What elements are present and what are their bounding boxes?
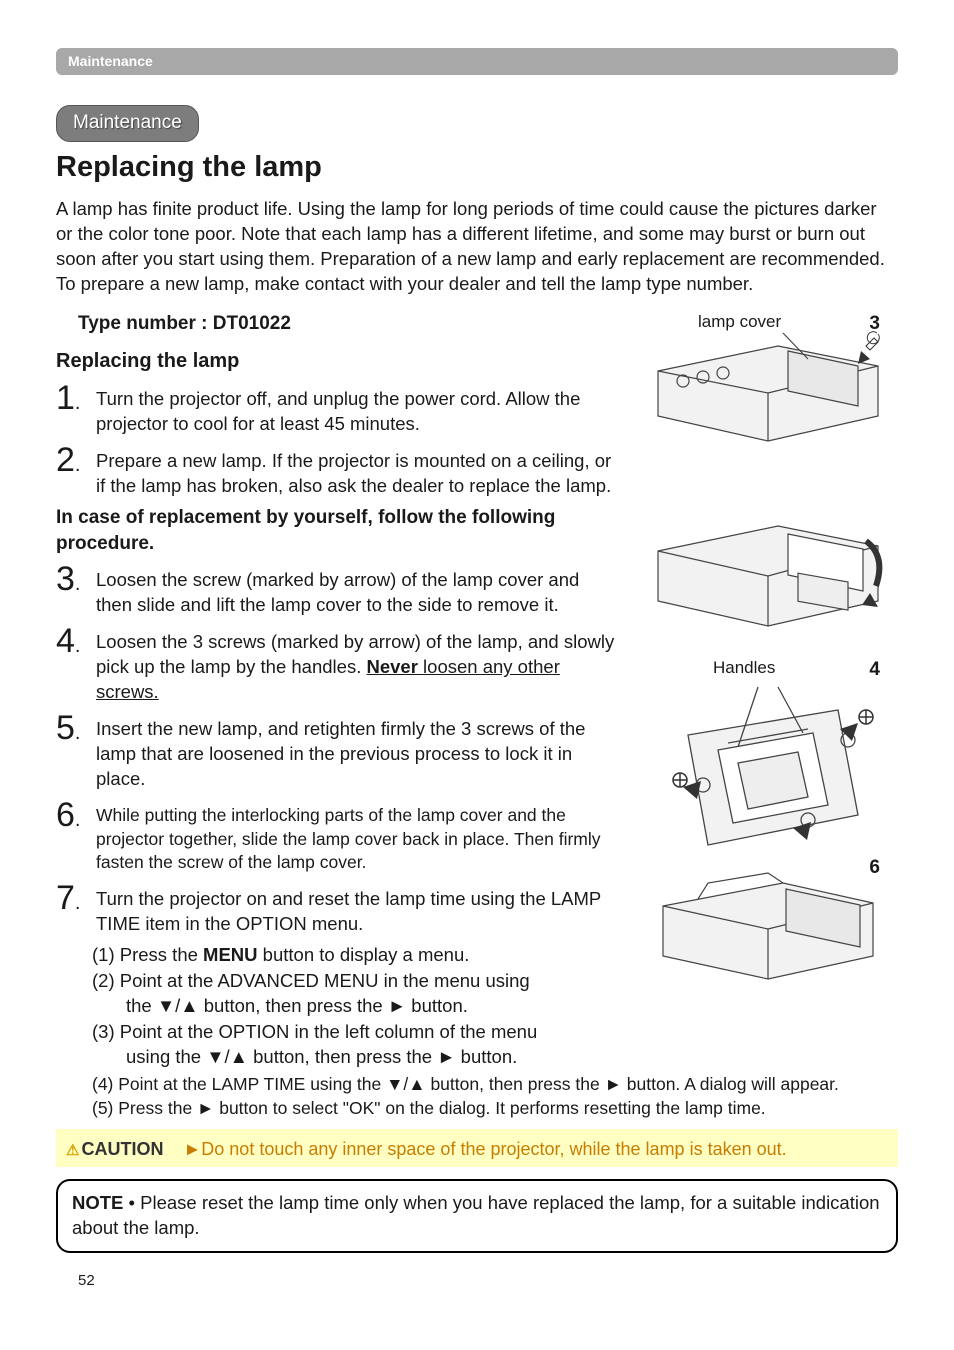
step-4: 4 Loosen the 3 screws (marked by arrow) … bbox=[56, 624, 620, 705]
step-body: Turn the projector on and reset the lamp… bbox=[96, 881, 620, 937]
note-text: • Please reset the lamp time only when y… bbox=[72, 1192, 880, 1238]
step-number: 6 bbox=[56, 798, 92, 832]
step-body: Prepare a new lamp. If the projector is … bbox=[96, 443, 620, 499]
step-6: 6 While putting the interlocking parts o… bbox=[56, 798, 620, 875]
step-number: 3 bbox=[56, 562, 92, 596]
fig-num-3: 3 bbox=[869, 311, 880, 337]
label-handles: Handles bbox=[713, 657, 775, 680]
caution-label: ⚠CAUTION bbox=[66, 1139, 163, 1159]
substep-3: (3) Point at the OPTION in the left colu… bbox=[92, 1020, 620, 1070]
step-number: 2 bbox=[56, 443, 92, 477]
warning-icon: ⚠ bbox=[66, 1142, 79, 1159]
step-number: 5 bbox=[56, 711, 92, 745]
substep-1: (1) Press the MENU button to display a m… bbox=[92, 943, 620, 968]
note-box: NOTE • Please reset the lamp time only w… bbox=[56, 1179, 898, 1253]
projector-figure-6 bbox=[638, 861, 898, 991]
substep-4: (4) Point at the LAMP TIME using the ▼/▲… bbox=[92, 1073, 898, 1097]
step-7: 7 Turn the projector on and reset the la… bbox=[56, 881, 620, 937]
label-lamp-cover: lamp cover bbox=[698, 311, 781, 334]
step-number: 4 bbox=[56, 624, 92, 658]
section-pill: Maintenance bbox=[56, 105, 199, 142]
header-bar: Maintenance bbox=[56, 48, 898, 75]
sub-heading: Replacing the lamp bbox=[56, 348, 620, 375]
figure-column: lamp cover 3 bbox=[638, 311, 898, 1071]
substep-5: (5) Press the ► button to select "OK" on… bbox=[92, 1097, 898, 1121]
caution-box: ⚠CAUTION ►Do not touch any inner space o… bbox=[56, 1129, 898, 1167]
fig-num-6: 6 bbox=[869, 855, 880, 881]
bold-subheading: In case of replacement by yourself, foll… bbox=[56, 505, 620, 556]
step-number: 1 bbox=[56, 381, 92, 415]
substeps-wide: (4) Point at the LAMP TIME using the ▼/▲… bbox=[92, 1073, 898, 1121]
emphasis-never: Never bbox=[366, 656, 417, 677]
type-number: Type number : DT01022 bbox=[78, 311, 620, 337]
substep-2: (2) Point at the ADVANCED MENU in the me… bbox=[92, 969, 620, 1019]
main-column: Type number : DT01022 Replacing the lamp… bbox=[56, 311, 620, 1071]
page-number: 52 bbox=[78, 1271, 898, 1291]
substeps: (1) Press the MENU button to display a m… bbox=[92, 943, 620, 1070]
intro-paragraph: A lamp has finite product life. Using th… bbox=[56, 197, 898, 297]
step-body: While putting the interlocking parts of … bbox=[96, 798, 620, 875]
step-body: Loosen the screw (marked by arrow) of th… bbox=[96, 562, 620, 618]
step-5: 5 Insert the new lamp, and retighten fir… bbox=[56, 711, 620, 792]
fig-num-4: 4 bbox=[869, 657, 880, 683]
step-3: 3 Loosen the screw (marked by arrow) of … bbox=[56, 562, 620, 618]
step-body: Turn the projector off, and unplug the p… bbox=[96, 381, 620, 437]
step-number: 7 bbox=[56, 881, 92, 915]
step-body: Loosen the 3 screws (marked by arrow) of… bbox=[96, 624, 620, 705]
caution-text: ►Do not touch any inner space of the pro… bbox=[183, 1139, 786, 1159]
projector-figure-3b bbox=[638, 501, 898, 641]
note-label: NOTE bbox=[72, 1192, 123, 1213]
step-1: 1 Turn the projector off, and unplug the… bbox=[56, 381, 620, 437]
step-body: Insert the new lamp, and retighten firml… bbox=[96, 711, 620, 792]
page-title: Replacing the lamp bbox=[56, 148, 898, 187]
step-2: 2 Prepare a new lamp. If the projector i… bbox=[56, 443, 620, 499]
lamp-figure-4 bbox=[638, 675, 898, 865]
